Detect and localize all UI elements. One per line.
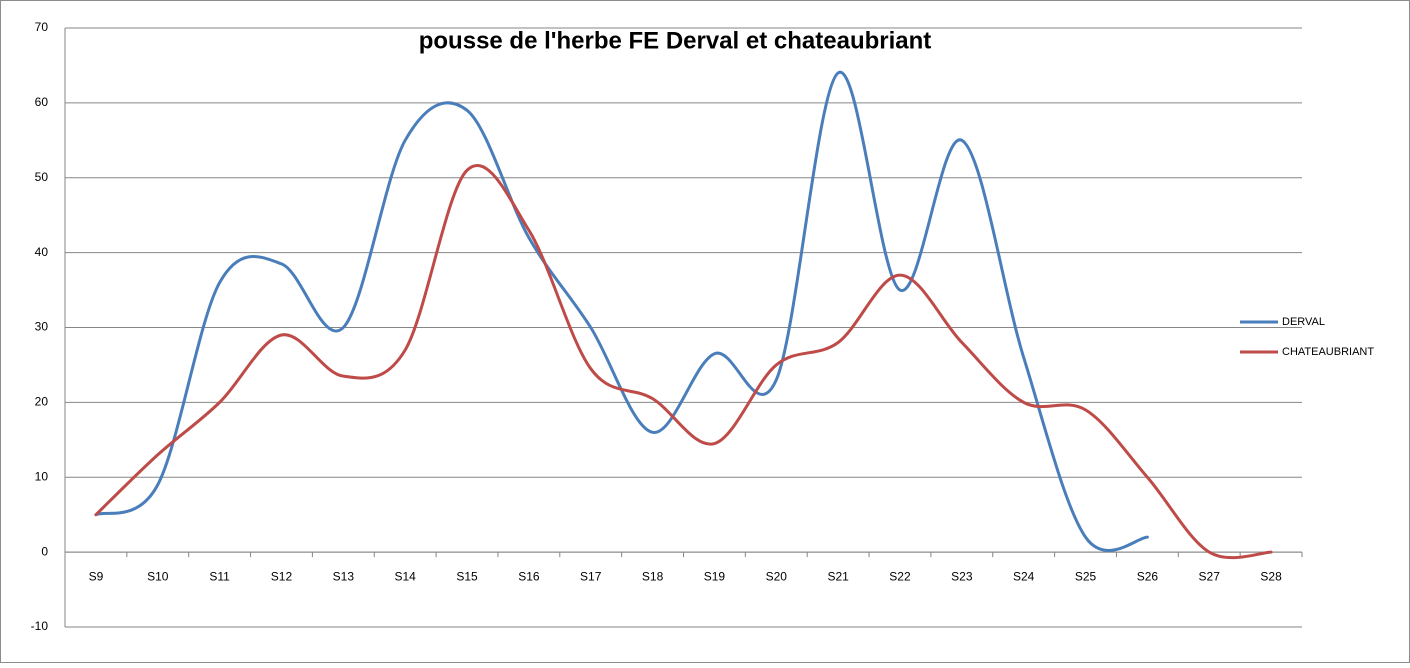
y-tick-label: 30 <box>35 320 49 334</box>
x-tick-label: S27 <box>1199 569 1221 583</box>
chart-title: pousse de l'herbe FE Derval et chateaubr… <box>419 27 932 54</box>
y-tick-label: 20 <box>35 395 49 409</box>
line-series <box>94 71 1149 552</box>
x-tick-label: S21 <box>827 569 849 583</box>
x-tick-label: S25 <box>1075 569 1097 583</box>
x-tick-label: S26 <box>1137 569 1159 583</box>
x-tick-label: S23 <box>951 569 973 583</box>
x-tick-label: S22 <box>889 569 911 583</box>
line-series <box>94 164 1273 560</box>
y-tick-label: 10 <box>35 469 49 483</box>
x-tick-label: S15 <box>456 569 478 583</box>
y-tick-label: -10 <box>31 619 49 633</box>
x-tick-label: S10 <box>147 569 169 583</box>
x-tick-label: S9 <box>89 569 104 583</box>
x-tick-label: S20 <box>766 569 788 583</box>
y-tick-label: 40 <box>35 245 49 259</box>
y-tick-label: 50 <box>35 170 49 184</box>
y-tick-label: 60 <box>35 95 49 109</box>
y-tick-label: 0 <box>41 544 48 558</box>
legend-label: CHATEAUBRIANT <box>1282 346 1374 358</box>
x-tick-label: S24 <box>1013 569 1035 583</box>
x-tick-label: S11 <box>209 569 230 583</box>
x-tick-label: S18 <box>642 569 664 583</box>
x-tick-label: S17 <box>580 569 602 583</box>
x-tick-label: S28 <box>1260 569 1282 583</box>
x-tick-label: S12 <box>271 569 293 583</box>
x-tick-label: S16 <box>518 569 540 583</box>
x-tick-label: S19 <box>704 569 726 583</box>
x-tick-label: S14 <box>394 569 416 583</box>
legend-label: DERVAL <box>1282 316 1325 328</box>
y-tick-label: 70 <box>35 20 49 34</box>
x-tick-label: S13 <box>333 569 355 583</box>
